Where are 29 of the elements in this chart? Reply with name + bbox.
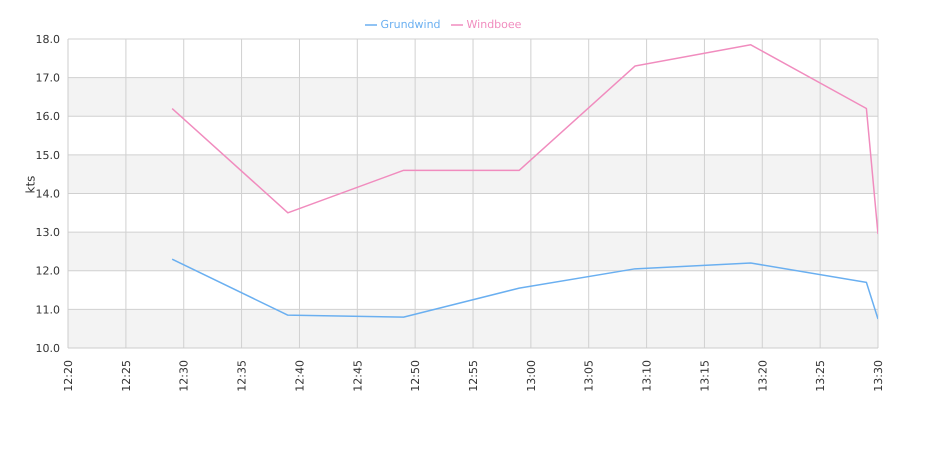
x-tick-label: 13:25 bbox=[814, 360, 828, 392]
y-tick-label: 17.0 bbox=[36, 72, 60, 85]
y-axis-title: kts bbox=[23, 176, 38, 194]
x-tick-label: 12:20 bbox=[62, 360, 75, 392]
y-tick-label: 14.0 bbox=[36, 187, 60, 200]
x-tick-label: 13:05 bbox=[582, 360, 596, 392]
line-series bbox=[171, 44, 878, 235]
x-tick-label: 12:50 bbox=[409, 360, 422, 392]
x-tick-label: 12:30 bbox=[178, 360, 191, 392]
y-tick-label: 11.0 bbox=[36, 303, 60, 316]
x-tick-label: 13:00 bbox=[524, 360, 538, 392]
x-tick-label: 12:40 bbox=[293, 360, 306, 392]
y-tick-label: 12.0 bbox=[36, 264, 60, 278]
x-tick-label: 13:15 bbox=[698, 360, 712, 392]
x-tick-label: 12:35 bbox=[236, 360, 249, 392]
y-tick-label: 16.0 bbox=[36, 110, 60, 124]
legend-label: Windboee bbox=[466, 18, 522, 31]
x-tick-label: 12:55 bbox=[467, 360, 480, 392]
legend-label: Grundwind bbox=[380, 18, 441, 31]
line-series bbox=[171, 258, 878, 320]
x-tick-label: 13:30 bbox=[872, 360, 885, 392]
x-tick-label: 13:10 bbox=[640, 360, 654, 392]
x-tick-label: 12:45 bbox=[351, 360, 364, 392]
y-tick-label: 15.0 bbox=[36, 148, 60, 162]
y-tick-label: 18.0 bbox=[36, 32, 60, 46]
x-tick-label: 13:20 bbox=[756, 360, 770, 392]
x-tick-label: 12:25 bbox=[120, 360, 133, 392]
y-tick-label: 13.0 bbox=[36, 226, 60, 240]
y-tick-label: 10.0 bbox=[36, 342, 60, 355]
